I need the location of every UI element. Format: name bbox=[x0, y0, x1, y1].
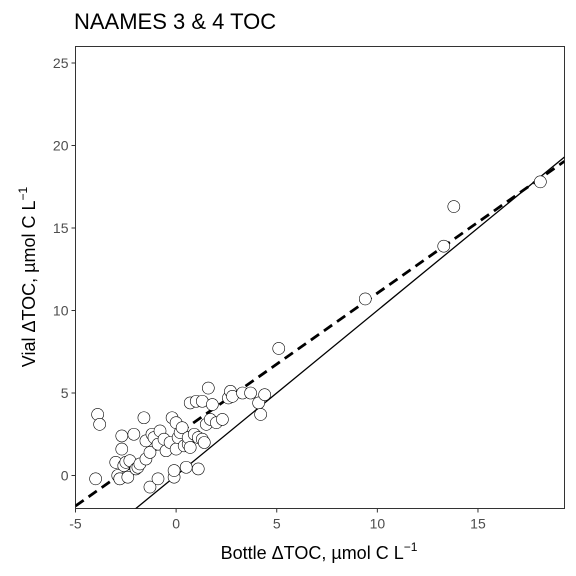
one-to-one-line bbox=[134, 156, 565, 509]
data-point bbox=[127, 427, 141, 441]
x-axis: -5 0 5 10 15 bbox=[69, 508, 486, 532]
data-point bbox=[216, 413, 229, 426]
y-tick-label: 5 bbox=[61, 385, 69, 401]
data-point bbox=[121, 470, 135, 484]
y-axis-title-main: Vial ΔTOC, µmol C L bbox=[19, 200, 39, 367]
y-tick-label: 10 bbox=[53, 303, 69, 319]
chart-title: NAAMES 3 & 4 TOC bbox=[74, 9, 276, 34]
data-point bbox=[244, 386, 257, 400]
data-point bbox=[272, 342, 286, 355]
data-point bbox=[437, 239, 451, 253]
data-point bbox=[183, 441, 197, 454]
y-tick-label: 20 bbox=[53, 138, 69, 154]
y-tick-label: 15 bbox=[53, 220, 69, 236]
x-axis-title-main: Bottle ΔTOC, µmol C L bbox=[221, 543, 404, 563]
x-axis-title-sup: −1 bbox=[404, 540, 418, 554]
data-point bbox=[202, 381, 215, 395]
y-axis: 0 5 10 15 20 25 bbox=[53, 55, 76, 484]
y-axis-title-sup: −1 bbox=[16, 186, 30, 200]
data-point bbox=[358, 292, 372, 306]
data-point bbox=[89, 472, 102, 486]
y-axis-title: Vial ΔTOC, µmol C L−1 bbox=[16, 186, 39, 367]
data-point bbox=[175, 421, 189, 434]
data-point bbox=[115, 429, 129, 443]
data-points bbox=[89, 175, 547, 494]
y-tick-label: 0 bbox=[61, 468, 69, 484]
x-tick-label: 0 bbox=[172, 516, 180, 532]
data-point bbox=[447, 200, 461, 213]
data-point bbox=[143, 446, 157, 459]
data-point bbox=[191, 462, 205, 476]
data-point bbox=[167, 464, 181, 477]
data-point bbox=[534, 175, 547, 189]
x-tick-label: 5 bbox=[273, 516, 281, 532]
x-tick-label: -5 bbox=[69, 516, 82, 532]
data-point bbox=[206, 398, 219, 411]
y-tick-label: 25 bbox=[53, 55, 69, 71]
data-point bbox=[258, 388, 271, 401]
data-point bbox=[151, 472, 165, 486]
x-tick-label: 10 bbox=[370, 516, 386, 532]
data-point bbox=[254, 408, 267, 421]
x-axis-title: Bottle ΔTOC, µmol C L−1 bbox=[221, 540, 418, 563]
plot-area bbox=[75, 156, 565, 509]
data-point bbox=[115, 442, 129, 456]
x-tick-label: 15 bbox=[470, 516, 486, 532]
data-point bbox=[93, 418, 106, 431]
data-point bbox=[143, 480, 157, 494]
data-point bbox=[197, 436, 211, 449]
data-point bbox=[137, 411, 151, 425]
data-point bbox=[179, 460, 193, 474]
